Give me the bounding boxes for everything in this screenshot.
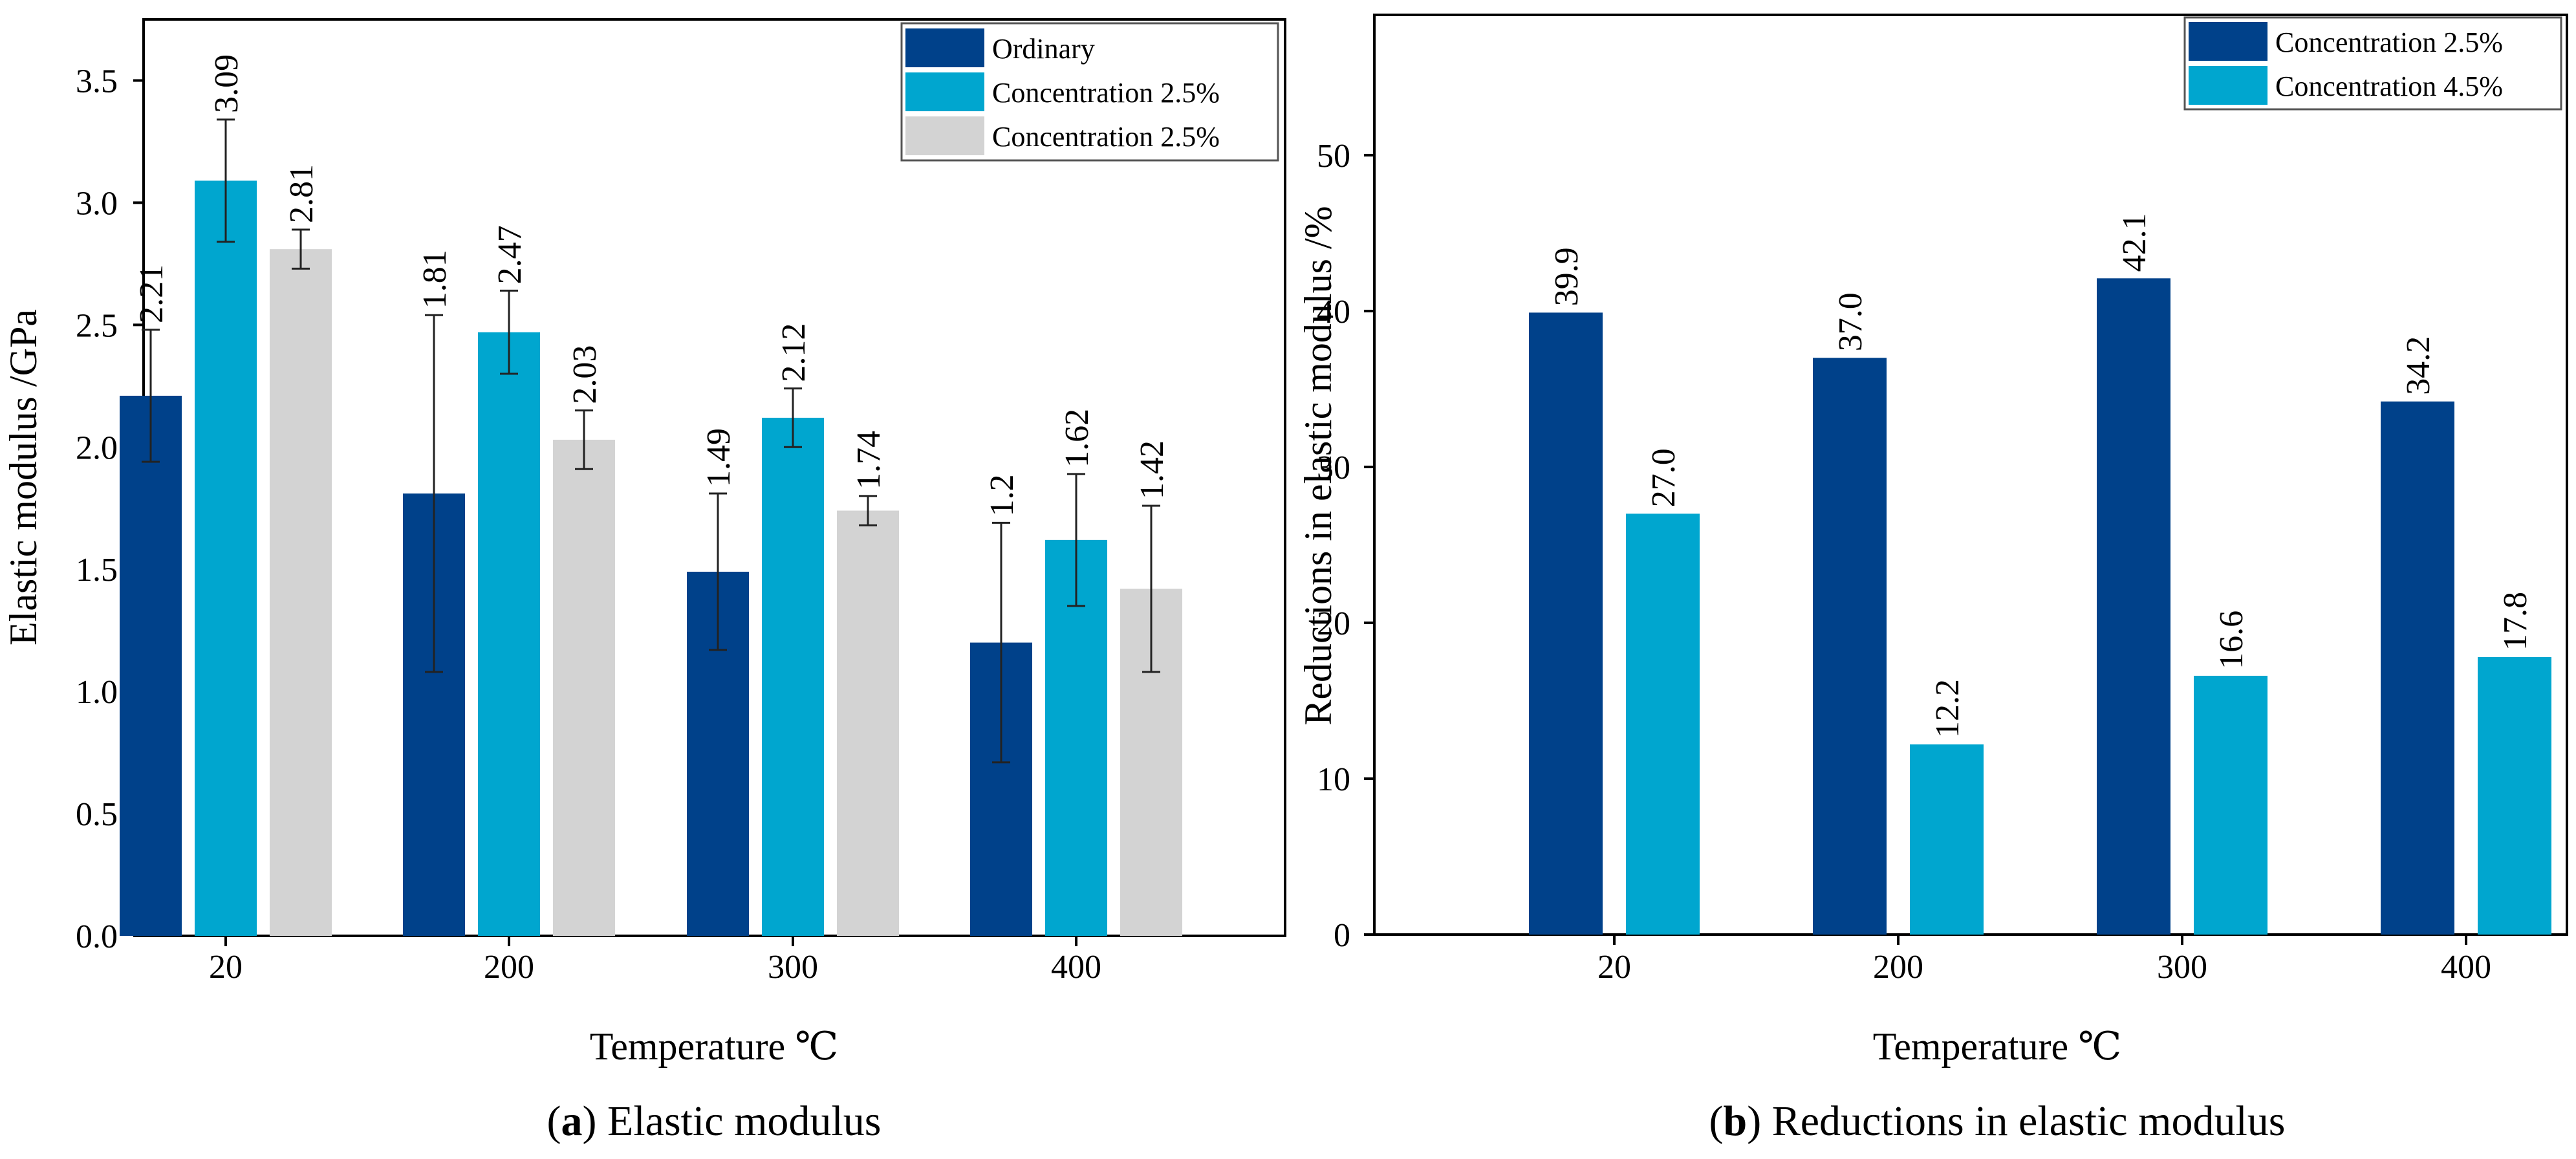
bar [837,510,899,936]
y-tick-label: 2.0 [76,429,118,466]
data-label: 34.2 [2400,336,2437,395]
data-label: 1.42 [1134,440,1171,499]
bar [1626,514,1700,935]
data-label: 12.2 [1929,679,1966,738]
panel-b-legend: Concentration 2.5% Concentration 4.5% [2183,16,2562,111]
panel-a-caption-letter: a [561,1098,583,1145]
x-tick-label: 20 [1597,949,1631,986]
panel-a-caption-text: Elastic modulus [607,1098,881,1145]
panel-a-x-ticks: 20 200 300 400 [209,936,1101,986]
panel-b-y-ticks: 0 10 20 30 40 50 [1317,138,1374,954]
bar [478,332,540,936]
panel-a-caption: (a) Elastic modulus [547,1098,882,1145]
panel-b-y-axis-title: Reductions in elastic modulus /% [1297,206,1339,725]
y-tick-label: 0.5 [76,796,118,833]
data-label: 1.74 [850,431,887,490]
legend-label-concentration-a: Concentration 2.5% [992,77,1220,109]
bar [195,180,257,937]
data-label: 2.81 [283,164,320,223]
data-label: 2.47 [492,225,528,284]
data-label: 37.0 [1832,292,1869,351]
data-label: 1.49 [700,428,737,487]
bar [1910,744,1984,935]
legend-swatch-ordinary [905,28,984,67]
legend-swatch-concentration-2-5 [2189,22,2268,61]
legend-label-concentration-4-5: Concentration 4.5% [2275,70,2503,102]
panel-a-legend: Ordinary Concentration 2.5% Concentratio… [900,22,1279,162]
bar [2194,675,2268,935]
legend-label-ordinary: Ordinary [992,33,1095,65]
data-label: 1.62 [1059,409,1096,468]
bar [120,395,182,936]
panel-b-caption-letter: b [1724,1098,1748,1145]
y-tick-label: 1.0 [76,674,118,711]
y-tick-label: 1.5 [76,552,118,589]
panel-a-y-axis-title: Elastic modulus /GPa [2,309,45,645]
y-tick-label: 30 [1317,450,1350,486]
panel-b-caption: (b) Reductions in elastic modulus [1709,1098,2286,1145]
y-tick-label: 20 [1317,605,1350,642]
panel-b-reductions: 0 10 20 30 40 50 39.9 27.0 37.0 12.2 42.1 16.6 34.2… [1297,14,2568,1145]
y-tick-label: 10 [1317,761,1350,798]
y-tick-label: 40 [1317,294,1350,330]
data-label: 2.21 [133,265,170,323]
panel-b-bars: 39.9 27.0 37.0 12.2 42.1 16.6 34.2 17.8 [1529,213,2551,935]
bar [553,439,615,936]
y-tick-label: 2.5 [76,307,118,344]
panel-a-elastic-modulus: 0.0 0.5 1.0 1.5 2.0 2.5 3.0 3.5 2.21 3.09 2.81 1.8… [2,18,1286,1145]
data-label: 17.8 [2497,592,2534,651]
bar [270,249,332,936]
data-label: 27.0 [1645,448,1682,507]
data-label: 3.09 [208,54,245,113]
bar [2097,278,2170,935]
bar [762,417,824,936]
panel-b-x-ticks: 20 200 300 400 [1597,935,2491,986]
bar [2381,401,2454,935]
y-tick-label: 3.0 [76,185,118,222]
bar [1813,358,1887,935]
data-label: 16.6 [2213,611,2250,669]
legend-label-concentration-b: Concentration 2.5% [992,121,1220,153]
panel-b-x-axis-title: Temperature ℃ [1873,1025,2121,1068]
legend-swatch-concentration-a [905,72,984,111]
x-tick-label: 200 [1873,949,1923,986]
legend-swatch-concentration-b [905,116,984,155]
data-label: 42.1 [2116,213,2153,272]
x-tick-label: 300 [2157,949,2207,986]
bar [1529,312,1603,935]
x-tick-label: 200 [484,949,534,986]
y-tick-label: 3.5 [76,63,118,100]
data-label: 2.03 [567,345,603,404]
panel-a-x-axis-title: Temperature ℃ [590,1025,838,1068]
x-tick-label: 400 [1051,949,1101,986]
legend-swatch-concentration-4-5 [2189,66,2268,105]
panel-a-y-ticks: 0.0 0.5 1.0 1.5 2.0 2.5 3.0 3.5 [76,63,144,955]
y-tick-label: 0.0 [76,918,118,955]
panel-b-caption-text: Reductions in elastic modulus [1772,1098,2286,1145]
y-tick-label: 50 [1317,138,1350,175]
data-label: 2.12 [775,323,812,382]
x-tick-label: 300 [768,949,818,986]
data-label: 39.9 [1548,247,1585,306]
legend-label-concentration-2-5: Concentration 2.5% [2275,27,2503,58]
x-tick-label: 20 [209,949,243,986]
x-tick-label: 400 [2441,949,2491,986]
bar [2478,656,2551,935]
data-label: 1.81 [417,250,453,309]
y-tick-label: 0 [1334,917,1350,954]
panel-a-bars: 2.21 3.09 2.81 1.81 2.47 2.03 1.49 2.12 1.74 1.2 1… [120,54,1182,937]
data-label: 1.2 [984,474,1021,516]
